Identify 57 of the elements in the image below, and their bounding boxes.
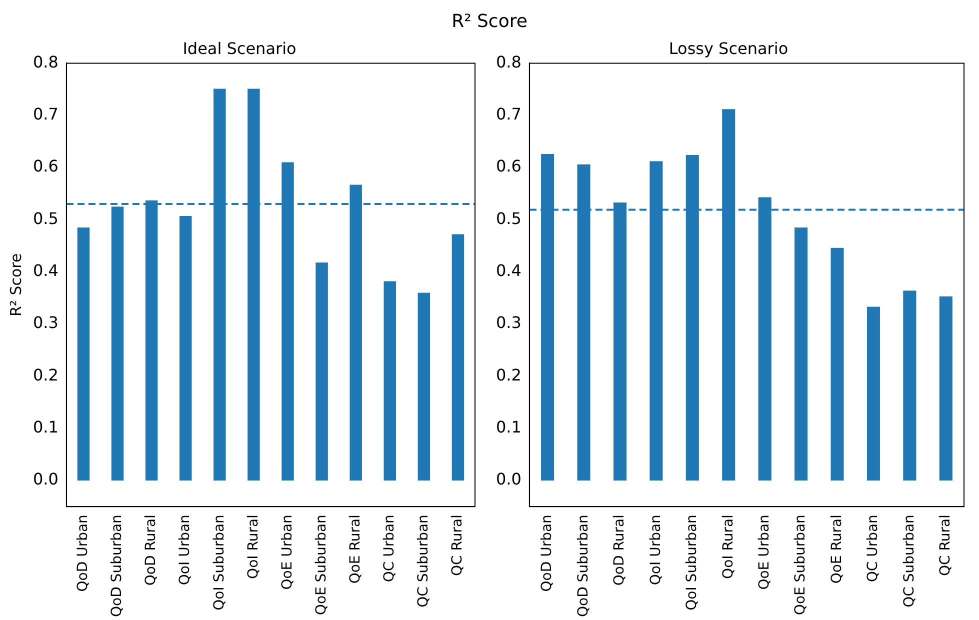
x-tick-label: QoI Rural — [720, 514, 736, 579]
y-tick-label: 0.6 — [496, 156, 522, 176]
bar — [179, 216, 192, 480]
x-tick-label: QoI Urban — [648, 514, 664, 586]
y-tick-label: 0.0 — [32, 470, 58, 489]
bar — [866, 306, 880, 480]
x-tick-label: QoE Suburban — [313, 514, 330, 616]
y-tick-label: 0.4 — [32, 261, 58, 280]
x-tick-label: QC Rural — [938, 514, 954, 576]
x-tick-label: QoD Rural — [612, 514, 628, 586]
text: R² Score — [450, 10, 528, 34]
bar — [452, 234, 464, 480]
y-tick-label: 0.5 — [496, 208, 522, 228]
bar — [939, 296, 952, 480]
x-tick-label: QoE Urban — [756, 514, 772, 590]
bar — [903, 290, 916, 480]
x-tick-label: QoE Urban — [279, 514, 296, 590]
y-tick-label: 0.8 — [496, 52, 522, 72]
bar — [77, 228, 90, 480]
bar — [418, 292, 430, 480]
y-tick-label: 0.1 — [32, 417, 58, 436]
y-tick-label: 0.7 — [496, 104, 522, 124]
x-tick-label: QoI Suburban — [684, 514, 700, 610]
x-tick-label: QoD Rural — [143, 514, 160, 586]
y-tick-label: 0.1 — [496, 417, 522, 436]
bar — [830, 248, 844, 480]
y-tick-label: 0.3 — [32, 313, 58, 332]
x-tick-label: QC Suburban — [901, 514, 918, 608]
x-tick-label: QC Suburban — [416, 514, 432, 608]
bar — [384, 281, 396, 480]
x-tick-label: QoE Rural — [347, 514, 364, 584]
y-tick-label: 0.6 — [32, 156, 58, 176]
x-tick-label: QC Urban — [382, 514, 398, 582]
x-tick-label: QoE Rural — [828, 514, 845, 584]
y-tick-label: 0.8 — [32, 52, 58, 72]
x-tick-label: QoD Suburban — [575, 514, 592, 618]
y-axis-title: R² Score — [6, 253, 25, 316]
y-tick-label: 0.0 — [496, 470, 522, 489]
x-tick-label: QC Urban — [865, 514, 882, 582]
x-tick-label: QoD Suburban — [109, 514, 126, 618]
chart-title: Lossy Scenario — [668, 38, 788, 58]
bar — [794, 228, 808, 480]
y-tick-label: 0.5 — [32, 208, 58, 228]
chart-title: Ideal Scenario — [182, 38, 296, 58]
x-tick-label: QoI Urban — [177, 514, 194, 586]
x-tick-label: QoD Urban — [539, 514, 556, 592]
y-tick-label: 0.7 — [32, 104, 58, 124]
x-tick-label: QoD Urban — [75, 514, 92, 592]
x-tick-label: QoI Suburban — [211, 514, 228, 610]
y-tick-label: 0.2 — [496, 365, 522, 384]
x-tick-label: QoE Suburban — [792, 514, 809, 616]
y-tick-label: 0.3 — [496, 313, 522, 332]
y-tick-label: 0.2 — [32, 365, 58, 384]
x-tick-label: QC Rural — [450, 514, 466, 576]
x-tick-label: QoI Rural — [245, 514, 262, 579]
bar — [316, 262, 328, 480]
y-tick-label: 0.4 — [496, 261, 522, 280]
